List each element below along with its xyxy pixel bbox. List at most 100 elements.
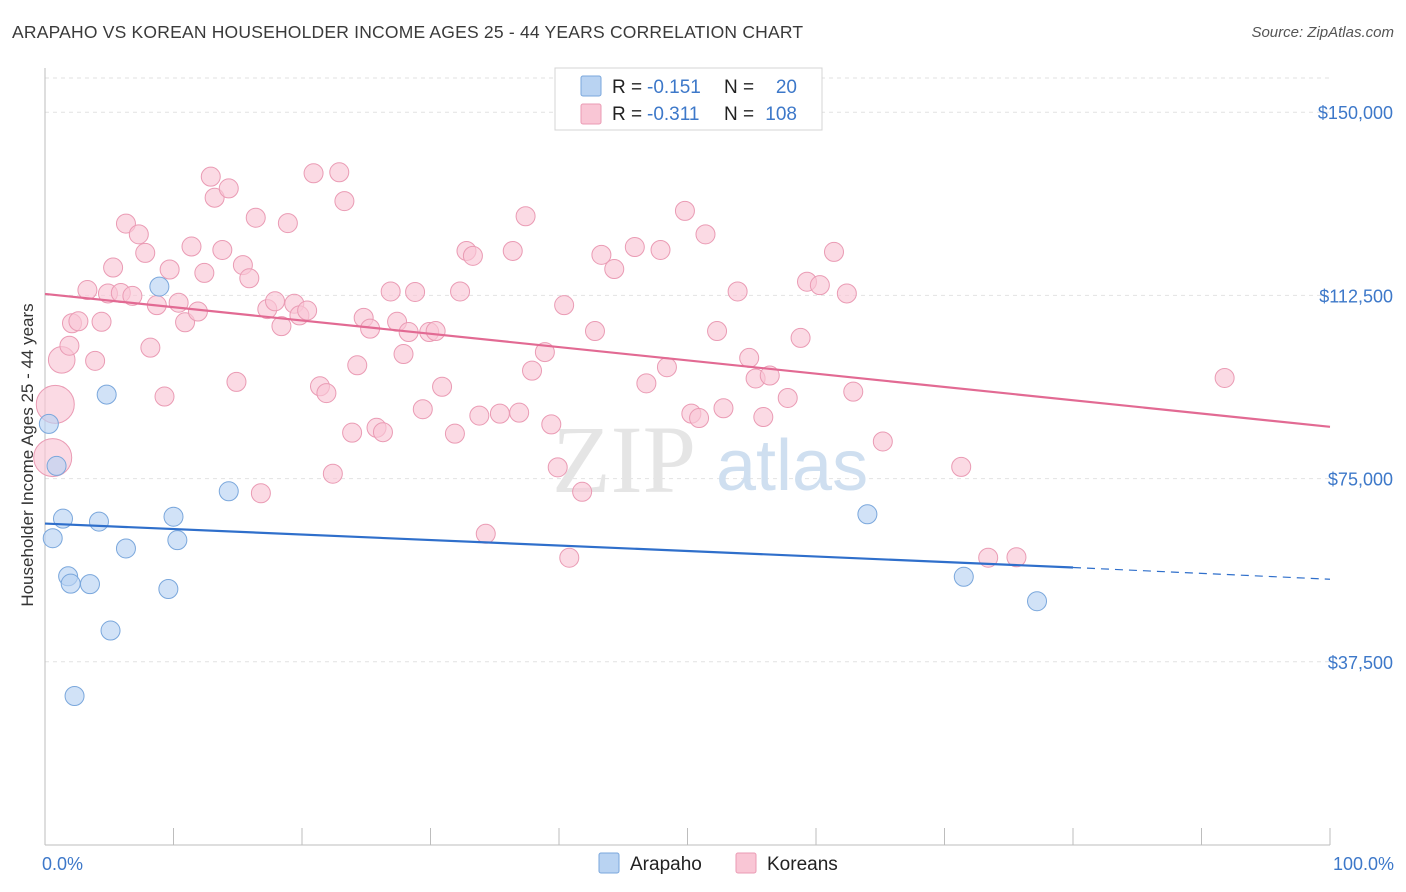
korean-point-96 <box>759 365 780 386</box>
koreans-points <box>33 162 1235 568</box>
korean-point-82 <box>624 237 645 258</box>
y-tick-label-2: $112,500 <box>1319 286 1393 306</box>
korean-point-16 <box>140 337 161 358</box>
arapaho-point-10 <box>100 620 121 641</box>
trend-lines <box>44 292 1331 580</box>
bottom-legend-label-arapaho: Arapaho <box>630 854 702 875</box>
arapaho-point-0 <box>38 413 59 434</box>
korean-point-55 <box>393 344 414 365</box>
korean-point-52 <box>372 422 393 443</box>
arapaho-point-1 <box>42 528 63 549</box>
korean-point-84 <box>650 239 671 260</box>
korean-point-24 <box>194 262 215 283</box>
legend-swatch-koreans <box>580 103 602 125</box>
korean-point-75 <box>547 457 568 478</box>
x-tick-label-max: 100.0% <box>1333 854 1394 874</box>
korean-point-73 <box>534 342 555 363</box>
korean-point-98 <box>790 327 811 348</box>
arapaho-point-12 <box>149 276 170 297</box>
korean-point-77 <box>559 547 580 568</box>
korean-point-100 <box>809 275 830 296</box>
korean-point-71 <box>515 206 536 227</box>
korean-point-57 <box>405 281 426 302</box>
korean-point-35 <box>265 291 286 312</box>
arapaho-point-6 <box>64 685 85 706</box>
korean-point-65 <box>462 245 483 266</box>
korean-point-5 <box>68 311 89 332</box>
korean-point-106 <box>978 547 999 568</box>
korean-point-47 <box>342 422 363 443</box>
legend-r-value-koreans: -0.311 <box>647 104 699 125</box>
korean-point-95 <box>753 407 774 428</box>
arapaho-point-11 <box>115 538 136 559</box>
korean-point-92 <box>727 281 748 302</box>
korean-point-63 <box>450 281 471 302</box>
korean-point-27 <box>212 239 233 260</box>
legend-n-value-koreans: 108 <box>765 104 797 125</box>
korean-point-21 <box>175 312 196 333</box>
korean-point-62 <box>444 423 465 444</box>
korean-point-36 <box>271 316 292 337</box>
x-axis-ticks <box>44 828 1331 845</box>
watermark: ZIP atlas <box>552 406 868 513</box>
korean-point-76 <box>554 295 575 316</box>
y-tick-label-3: $150,000 <box>1318 103 1393 123</box>
korean-point-53 <box>380 281 401 302</box>
y-tick-label-1: $75,000 <box>1328 470 1393 490</box>
y-axis-label: Householder Income Ages 25 - 44 years <box>18 303 37 606</box>
korean-point-108 <box>1214 367 1235 388</box>
korean-point-12 <box>115 213 136 234</box>
korean-point-33 <box>250 483 271 504</box>
bottom-legend: Arapaho Koreans <box>598 852 838 875</box>
korean-point-40 <box>297 300 318 321</box>
trendline-arapaho-extension <box>1072 566 1331 580</box>
korean-point-79 <box>584 321 605 342</box>
korean-point-32 <box>245 207 266 228</box>
korean-point-83 <box>636 373 657 394</box>
korean-point-28 <box>218 178 239 199</box>
chart-title: ARAPAHO VS KOREAN HOUSEHOLDER INCOME AGE… <box>12 22 804 42</box>
legend-n-label-koreans: N = <box>724 104 754 125</box>
korean-point-10 <box>103 257 124 278</box>
korean-point-18 <box>154 386 175 407</box>
korean-point-91 <box>713 398 734 419</box>
korean-point-14 <box>128 224 149 245</box>
bottom-legend-swatch-koreans <box>735 852 757 874</box>
korean-point-41 <box>303 163 324 184</box>
legend-swatch-arapaho <box>580 75 602 97</box>
x-tick-label-min: 0.0% <box>42 854 83 874</box>
arapaho-point-16 <box>218 481 239 502</box>
korean-point-88 <box>689 408 710 429</box>
watermark-atlas: atlas <box>716 426 868 506</box>
korean-point-25 <box>200 166 221 187</box>
legend-r-value-arapaho: -0.151 <box>647 77 701 98</box>
korean-point-3 <box>59 335 80 356</box>
korean-point-72 <box>522 360 543 381</box>
korean-point-104 <box>872 431 893 452</box>
korean-point-86 <box>674 200 695 221</box>
korean-point-44 <box>322 463 343 484</box>
korean-point-97 <box>777 387 798 408</box>
source-label: Source: ZipAtlas.com <box>1251 24 1394 41</box>
arapaho-point-9 <box>96 384 117 405</box>
korean-point-58 <box>412 399 433 420</box>
arapaho-point-13 <box>158 579 179 600</box>
korean-point-67 <box>475 523 496 544</box>
arapaho-point-19 <box>1027 591 1048 612</box>
korean-point-105 <box>951 456 972 477</box>
korean-point-37 <box>277 213 298 234</box>
trendline-arapaho <box>44 522 1074 569</box>
arapaho-point-15 <box>167 530 188 551</box>
arapaho-point-7 <box>79 574 100 595</box>
korean-point-8 <box>91 311 112 332</box>
korean-point-6 <box>77 280 98 301</box>
arapaho-point-14 <box>163 506 184 527</box>
trendline-koreans <box>44 292 1331 428</box>
korean-point-74 <box>541 414 562 435</box>
korean-point-85 <box>656 357 677 378</box>
korean-point-60 <box>425 321 446 342</box>
legend-n-label-arapaho: N = <box>724 77 754 98</box>
bottom-legend-swatch-arapaho <box>598 852 620 874</box>
korean-point-7 <box>85 350 106 371</box>
